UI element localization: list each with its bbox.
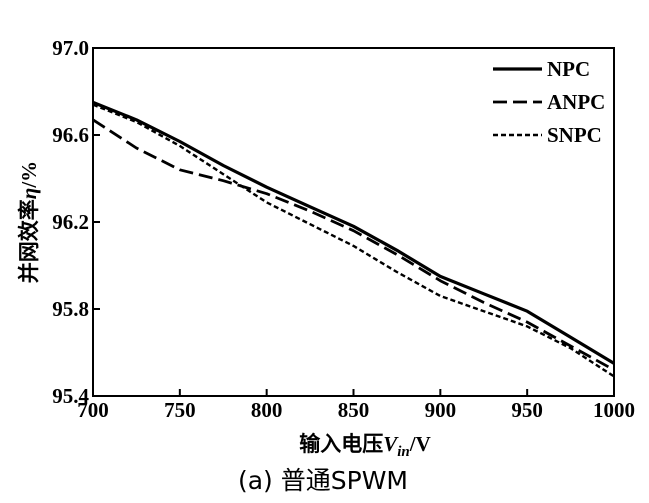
legend-label-npc: NPC (547, 57, 590, 81)
y-tick-label: 96.2 (52, 210, 89, 234)
plot-frame (92, 47, 615, 397)
ticks-layer: 700 750 800 850 900 950 1000 95.4 95.8 96.2 96.6 97… (52, 36, 635, 422)
x-tick-label: 850 (338, 398, 370, 422)
x-axis-title-var: V (383, 432, 399, 456)
y-axis-title-var: η (17, 188, 41, 200)
x-tick-label: 750 (164, 398, 196, 422)
figure-caption: (a) 普通SPWM (238, 466, 408, 495)
series-line-anpc (92, 118, 615, 372)
x-tick-label: 900 (425, 398, 457, 422)
y-tick-label: 96.6 (52, 123, 89, 147)
series-layer (92, 100, 615, 378)
y-axis-title-main: 并网效率 (17, 199, 41, 283)
y-tick-label: 95.4 (52, 384, 89, 408)
x-axis-title-main: 输入电压 (299, 432, 383, 456)
legend: NPC ANPC SNPC (493, 57, 605, 147)
x-axis-title: 输入电压Vin/V (299, 432, 431, 460)
series-line-npc (92, 100, 615, 365)
y-axis-title-unit: /% (17, 161, 41, 189)
x-axis-title-sub: in (397, 444, 410, 460)
series-line-snpc (92, 103, 615, 378)
x-tick-label: 800 (251, 398, 283, 422)
x-tick-label: 950 (511, 398, 543, 422)
legend-label-snpc: SNPC (547, 123, 602, 147)
y-axis-title: 并网效率η/% (17, 161, 41, 283)
x-axis-title-unit: /V (409, 432, 431, 456)
legend-label-anpc: ANPC (547, 90, 605, 114)
y-tick-label: 95.8 (52, 297, 89, 321)
x-tick-label: 1000 (593, 398, 635, 422)
y-tick-label: 97.0 (52, 36, 89, 60)
x-tick-label: 700 (77, 398, 109, 422)
